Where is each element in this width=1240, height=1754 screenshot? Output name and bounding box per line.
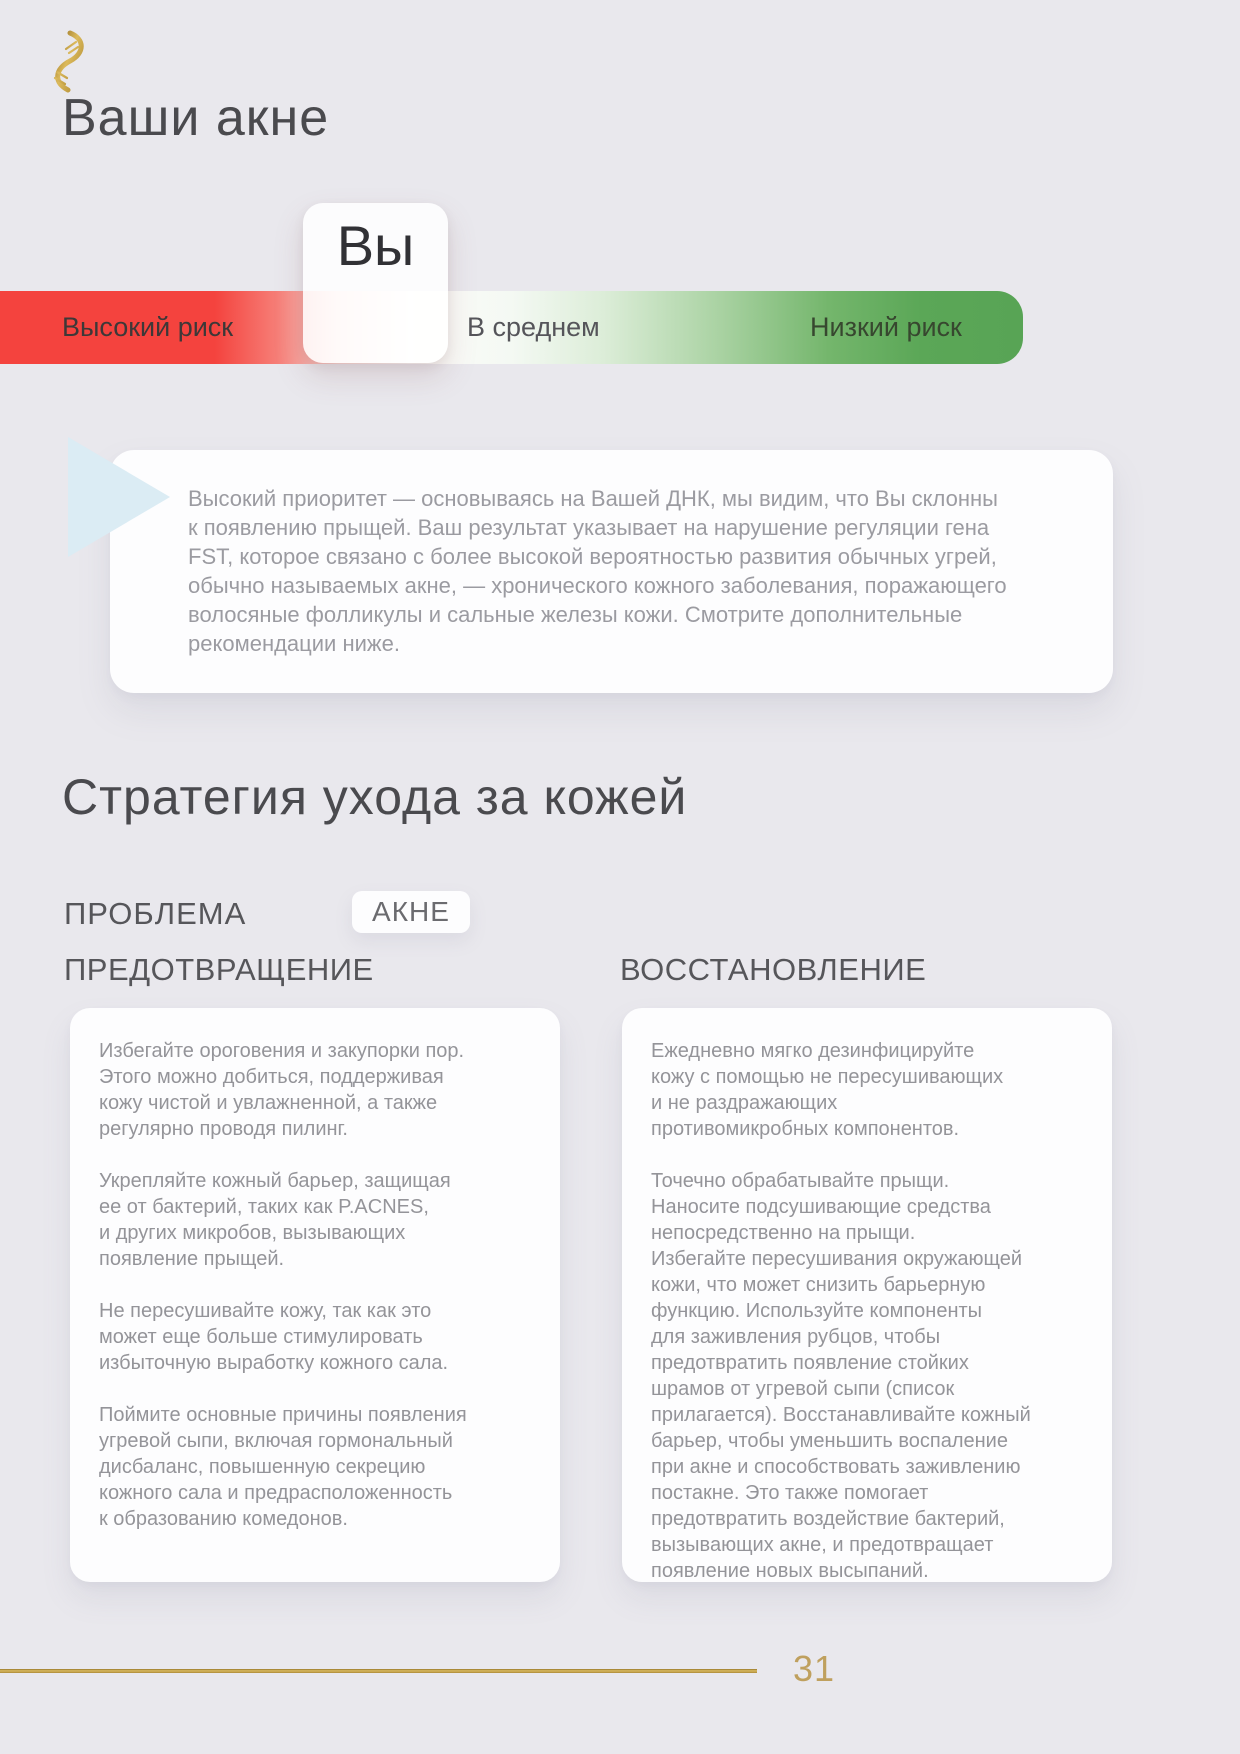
footer-divider — [0, 1669, 757, 1673]
prevention-card: Избегайте ороговения и закупорки пор. Это… — [70, 1008, 560, 1582]
dna-logo-icon — [45, 30, 87, 94]
risk-label-average: В среднем — [467, 312, 600, 342]
risk-gradient-bar: Высокий риск В среднем Низкий риск — [0, 291, 1023, 364]
risk-label-high: Высокий риск — [62, 312, 234, 342]
restoration-text: Ежедневно мягко дезинфицируйте кожу с пом… — [651, 1040, 1031, 1582]
result-summary-card: Высокий приоритет — основываясь на Вашей… — [110, 450, 1113, 693]
your-result-marker: Вы — [303, 203, 448, 363]
restoration-card: Ежедневно мягко дезинфицируйте кожу с пом… — [622, 1008, 1112, 1582]
problem-value-badge: АКНЕ — [352, 891, 470, 933]
risk-label-low: Низкий риск — [810, 312, 962, 342]
section-title: Стратегия ухода за кожей — [62, 769, 688, 825]
page-number: 31 — [793, 1648, 836, 1689]
result-summary-text: Высокий приоритет — основываясь на Вашей… — [188, 486, 1007, 656]
restoration-heading: ВОССТАНОВЛЕНИЕ — [620, 952, 927, 987]
your-result-marker-label: Вы — [336, 214, 415, 277]
page-title: Ваши акне — [62, 89, 330, 147]
prevention-text: Избегайте ороговения и закупорки пор. Это… — [99, 1040, 467, 1530]
problem-label: ПРОБЛЕМА — [64, 896, 247, 931]
prevention-heading: ПРЕДОТВРАЩЕНИЕ — [64, 952, 374, 987]
